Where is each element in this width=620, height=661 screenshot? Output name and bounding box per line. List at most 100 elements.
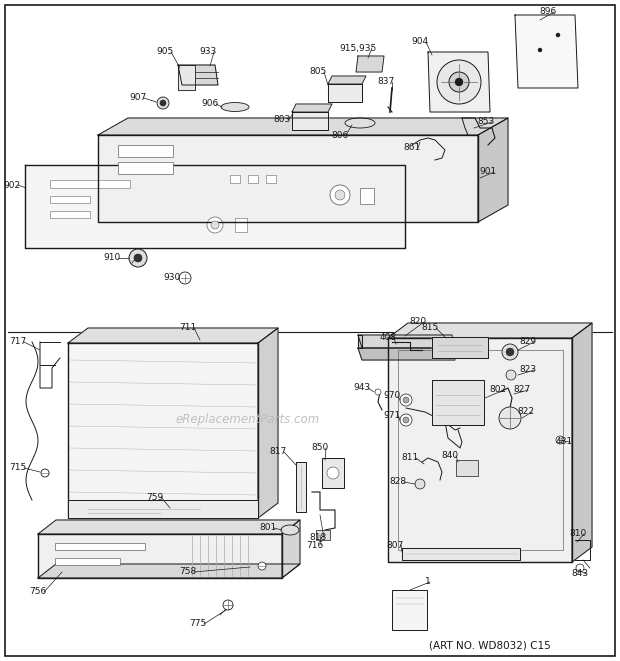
Text: 902: 902 bbox=[4, 180, 20, 190]
Circle shape bbox=[335, 190, 345, 200]
Circle shape bbox=[403, 417, 409, 423]
Circle shape bbox=[506, 348, 514, 356]
Circle shape bbox=[437, 60, 481, 104]
Ellipse shape bbox=[345, 118, 375, 128]
Circle shape bbox=[506, 370, 516, 380]
Bar bbox=[50, 196, 90, 203]
Polygon shape bbox=[282, 520, 300, 578]
Circle shape bbox=[400, 414, 412, 426]
Circle shape bbox=[449, 72, 469, 92]
Text: 915,935: 915,935 bbox=[339, 44, 376, 52]
Text: 905: 905 bbox=[156, 48, 174, 56]
Text: 717: 717 bbox=[9, 338, 27, 346]
Circle shape bbox=[415, 479, 425, 489]
Bar bbox=[398, 350, 563, 550]
Text: 711: 711 bbox=[179, 323, 197, 332]
Text: 815: 815 bbox=[422, 323, 438, 332]
Polygon shape bbox=[258, 328, 278, 518]
Bar bbox=[296, 462, 306, 512]
Text: 907: 907 bbox=[130, 93, 146, 102]
Polygon shape bbox=[328, 76, 366, 84]
Text: 843: 843 bbox=[572, 570, 588, 578]
Polygon shape bbox=[38, 564, 300, 578]
Circle shape bbox=[157, 97, 169, 109]
Text: 910: 910 bbox=[104, 254, 121, 262]
Text: 853: 853 bbox=[477, 118, 495, 126]
Text: 933: 933 bbox=[200, 48, 216, 56]
Text: 807: 807 bbox=[386, 541, 404, 549]
Polygon shape bbox=[358, 335, 362, 348]
Polygon shape bbox=[388, 323, 592, 338]
Circle shape bbox=[179, 272, 191, 284]
Text: 829: 829 bbox=[520, 338, 536, 346]
Text: 716: 716 bbox=[306, 541, 324, 549]
Text: 837: 837 bbox=[378, 77, 394, 87]
Text: 828: 828 bbox=[389, 477, 407, 486]
Text: 775: 775 bbox=[189, 619, 206, 629]
Text: 822: 822 bbox=[518, 407, 534, 416]
Text: 904: 904 bbox=[412, 38, 428, 46]
Bar bbox=[392, 590, 427, 630]
Text: 827: 827 bbox=[513, 385, 531, 395]
Text: 481: 481 bbox=[556, 438, 572, 446]
Circle shape bbox=[134, 254, 142, 262]
Bar bbox=[55, 543, 145, 550]
Ellipse shape bbox=[281, 525, 299, 535]
Circle shape bbox=[502, 344, 518, 360]
Text: 811: 811 bbox=[401, 453, 418, 463]
Circle shape bbox=[499, 407, 521, 429]
Ellipse shape bbox=[221, 102, 249, 112]
Circle shape bbox=[455, 78, 463, 86]
Polygon shape bbox=[178, 65, 218, 85]
Bar bbox=[322, 458, 344, 488]
Polygon shape bbox=[356, 56, 384, 72]
Text: 803: 803 bbox=[273, 116, 291, 124]
Polygon shape bbox=[432, 337, 488, 358]
Polygon shape bbox=[328, 84, 362, 102]
Circle shape bbox=[556, 436, 564, 444]
Circle shape bbox=[129, 249, 147, 267]
Polygon shape bbox=[515, 15, 578, 88]
Polygon shape bbox=[98, 135, 478, 222]
Bar bbox=[118, 162, 173, 174]
Polygon shape bbox=[358, 348, 455, 360]
Polygon shape bbox=[292, 112, 328, 130]
Text: 840: 840 bbox=[441, 451, 459, 461]
Circle shape bbox=[160, 100, 166, 106]
Bar bbox=[432, 380, 484, 425]
Circle shape bbox=[576, 564, 584, 572]
Circle shape bbox=[327, 467, 339, 479]
Bar bbox=[456, 460, 478, 476]
Text: 896: 896 bbox=[539, 7, 557, 17]
Polygon shape bbox=[68, 500, 258, 518]
Polygon shape bbox=[478, 118, 508, 222]
Polygon shape bbox=[572, 323, 592, 562]
Text: 805: 805 bbox=[309, 67, 327, 77]
Circle shape bbox=[375, 389, 381, 395]
Text: 901: 901 bbox=[479, 167, 497, 176]
Text: 930: 930 bbox=[164, 274, 180, 282]
Polygon shape bbox=[38, 520, 300, 534]
Text: 802: 802 bbox=[489, 385, 507, 395]
Text: 906: 906 bbox=[202, 100, 219, 108]
Circle shape bbox=[211, 221, 219, 229]
Bar bbox=[316, 530, 330, 540]
Polygon shape bbox=[402, 548, 520, 560]
Text: 971: 971 bbox=[383, 412, 401, 420]
Bar bbox=[230, 175, 240, 183]
Text: 970: 970 bbox=[383, 391, 401, 401]
Text: 861: 861 bbox=[404, 143, 420, 153]
Bar bbox=[235, 218, 247, 232]
Text: 408: 408 bbox=[379, 334, 397, 342]
Text: eReplacementParts.com: eReplacementParts.com bbox=[176, 414, 320, 426]
Text: 820: 820 bbox=[409, 317, 427, 327]
Bar bbox=[118, 145, 173, 157]
Text: 823: 823 bbox=[520, 366, 536, 375]
Polygon shape bbox=[178, 65, 195, 90]
Bar bbox=[266, 175, 276, 183]
Circle shape bbox=[403, 397, 409, 403]
Polygon shape bbox=[68, 343, 258, 518]
Polygon shape bbox=[38, 534, 282, 578]
Polygon shape bbox=[292, 104, 332, 112]
Circle shape bbox=[223, 600, 233, 610]
